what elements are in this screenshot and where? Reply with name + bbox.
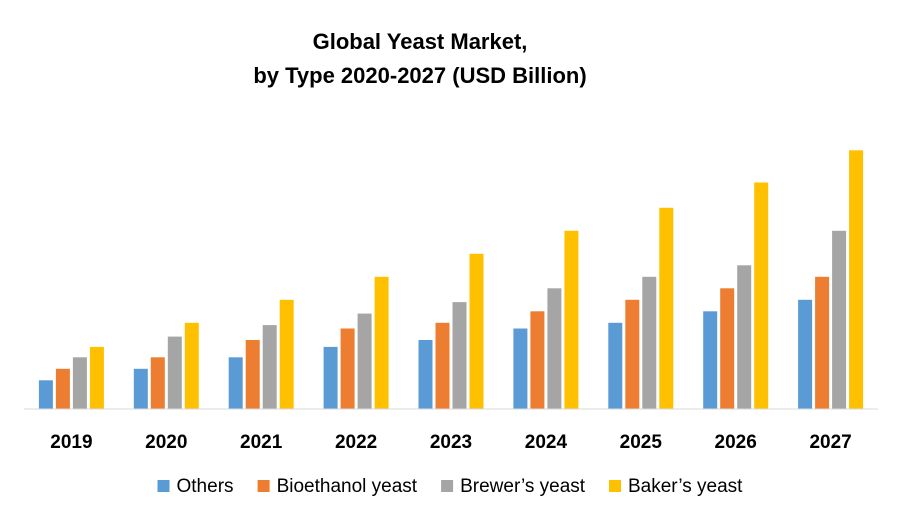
bar-2021-brewer-s-yeast [262, 325, 277, 410]
bar-2019-bioethanol-yeast [55, 368, 70, 410]
bar-2026-others [703, 311, 718, 410]
bar-2024-others [513, 328, 528, 409]
bar-2020-baker-s-yeast [184, 322, 199, 410]
x-tick-label: 2019 [50, 432, 92, 453]
bar-2022-baker-s-yeast [374, 276, 389, 410]
legend-swatch [441, 480, 454, 492]
chart-title: Global Yeast Market, by Type 2020-2027 (… [253, 29, 586, 88]
legend-item: Others [157, 476, 234, 497]
bar-2023-baker-s-yeast [469, 253, 484, 410]
legend-swatch [257, 480, 270, 492]
x-tick-label: 2020 [145, 432, 187, 453]
legend-item: Bioethanol yeast [257, 476, 418, 497]
bar-2022-others [323, 346, 338, 409]
x-tick-label: 2022 [335, 432, 377, 453]
bar-2023-brewer-s-yeast [452, 302, 467, 410]
bar-2025-bioethanol-yeast [625, 299, 640, 410]
bar-2023-others [418, 340, 433, 409]
legend-label: Others [177, 476, 234, 497]
bar-2019-others [38, 380, 53, 410]
legend-swatch [157, 480, 170, 492]
bar-2027-bioethanol-yeast [815, 276, 830, 410]
bar-2022-bioethanol-yeast [340, 328, 355, 409]
bar-2026-brewer-s-yeast [737, 265, 752, 410]
legend-label: Brewer’s yeast [460, 476, 586, 497]
legend-item: Baker’s yeast [609, 476, 743, 497]
x-tick-label: 2027 [809, 432, 851, 453]
legend: Others Bioethanol yeast Brewer’s yeast Bake… [157, 476, 743, 497]
x-tick-label: 2023 [430, 432, 472, 453]
bar-2021-others [228, 357, 243, 410]
bar-2019-baker-s-yeast [89, 346, 104, 409]
bar-2027-others [798, 299, 813, 410]
bars [38, 150, 864, 410]
x-tick-label: 2021 [240, 432, 283, 453]
bar-2023-bioethanol-yeast [435, 322, 450, 410]
bar-2027-baker-s-yeast [849, 150, 864, 410]
bar-2025-others [608, 322, 623, 410]
bar-2024-baker-s-yeast [564, 230, 579, 410]
bar-2025-baker-s-yeast [659, 207, 674, 410]
x-tick-label: 2025 [620, 432, 663, 453]
bar-2026-bioethanol-yeast [720, 288, 735, 410]
x-tick-labels: 2019 2020 2021 2022 2023 2024 2025 2026 2027 [50, 432, 851, 453]
bar-2025-brewer-s-yeast [642, 276, 657, 410]
chart-title-line-2: by Type 2020-2027 (USD Billion) [253, 63, 586, 88]
bar-2019-brewer-s-yeast [72, 357, 87, 410]
bar-2020-others [133, 368, 148, 410]
bar-2026-baker-s-yeast [754, 182, 769, 409]
legend-label: Bioethanol yeast [277, 476, 418, 497]
legend-label: Baker’s yeast [628, 476, 743, 497]
chart-title-line-1: Global Yeast Market, [313, 29, 528, 54]
x-tick-label: 2026 [715, 432, 757, 453]
bar-2021-baker-s-yeast [279, 299, 294, 410]
legend-item: Brewer’s yeast [441, 476, 586, 497]
bar-2024-brewer-s-yeast [547, 288, 562, 410]
bar-2027-brewer-s-yeast [832, 230, 847, 410]
bar-2022-brewer-s-yeast [357, 313, 372, 410]
bar-2020-bioethanol-yeast [150, 357, 165, 410]
bar-2021-bioethanol-yeast [245, 340, 260, 409]
x-tick-label: 2024 [525, 432, 568, 453]
bar-2024-bioethanol-yeast [530, 311, 545, 410]
legend-swatch [609, 480, 621, 492]
bar-2020-brewer-s-yeast [167, 336, 182, 410]
